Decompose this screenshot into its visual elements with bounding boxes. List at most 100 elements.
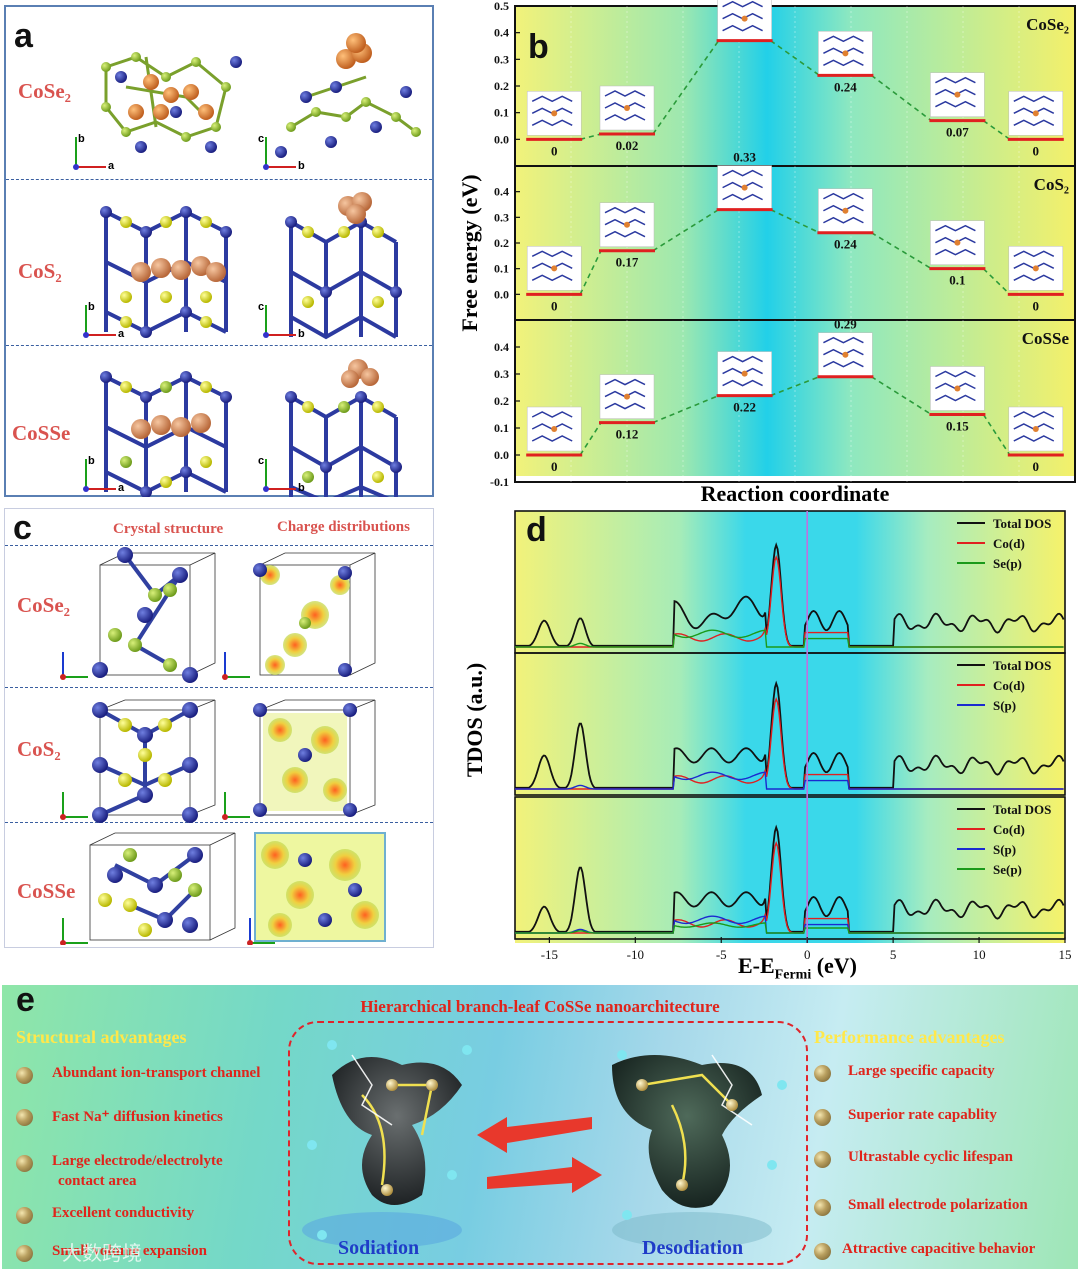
performance-item-1: Large specific capacity <box>848 1063 995 1079</box>
panel-b-thumbnail-bond <box>722 24 763 32</box>
panel-b-value-label: 0 <box>551 459 558 474</box>
panel-b-ylabel: Free energy (eV) <box>457 174 482 332</box>
panel-b-thumbnail-bond <box>935 248 976 256</box>
panel-d-legend-label: S(p) <box>993 842 1016 857</box>
panel-b-value-label: 0 <box>551 143 558 158</box>
panel-b-thumbnail-bond <box>722 355 763 363</box>
panel-d-label: d <box>526 511 547 549</box>
panel-b-thumbnail-atom <box>551 265 558 272</box>
panel-b-thumbnail-bond <box>531 435 573 442</box>
panel-c-col2: Charge distributions <box>277 519 410 535</box>
panel-d-xtick-label: -10 <box>627 947 644 962</box>
panel-c-divider-1 <box>5 687 433 688</box>
panel-b-thumbnail-bond <box>604 90 646 97</box>
cosse-structure <box>100 359 402 497</box>
panel-d-legend-label: Se(p) <box>993 862 1022 877</box>
performance-item-5: Attractive capacitive behavior <box>842 1241 1036 1257</box>
panel-a-structures <box>100 33 421 497</box>
sodiation-caption: Sodiation <box>338 1237 420 1259</box>
performance-item-4: Small electrode polarization <box>848 1197 1028 1213</box>
panel-b-value-label: 0 <box>1033 298 1040 313</box>
panel-b-thumbnail-bond <box>823 59 864 67</box>
panel-c-col1: Crystal structure <box>113 521 224 537</box>
panel-b-thumbnail-atom <box>551 110 558 117</box>
panel-d-xlabel-main: E-E <box>737 953 775 978</box>
performance-item-3: Ultrastable cyclic lifespan <box>848 1149 1013 1165</box>
axis-b-3: b <box>88 455 95 467</box>
panel-d-legend-label: Total DOS <box>993 516 1051 531</box>
panel-b-thumbnail-atom <box>842 207 849 214</box>
sodiation-structure <box>302 1040 472 1248</box>
panel-b-value-label: 0.12 <box>616 427 639 442</box>
panel-b-ytick-label: 0.5 <box>494 0 509 13</box>
bullet-icon <box>16 1245 33 1262</box>
panel-c-structures <box>60 547 386 945</box>
panel-b-subplot-title: CoS₂ <box>1034 175 1069 194</box>
panel-b-subplot-title: CoSSe <box>1022 329 1070 348</box>
panel-d-legend-label: S(p) <box>993 698 1016 713</box>
panel-d-xtick-label: 15 <box>1059 947 1072 962</box>
panel-c-divider-2 <box>5 822 433 823</box>
panel-b-value-label: 0 <box>1033 459 1040 474</box>
panel-b-thumbnail-bond <box>531 274 573 282</box>
panel-b-thumbnail-bond <box>823 35 864 43</box>
panel-b-ytick-label: 0.0 <box>494 132 509 146</box>
bullet-icon <box>814 1109 831 1126</box>
panel-b-value-label: 0.15 <box>946 419 969 434</box>
panel-b-thumbnail-atom <box>624 105 630 111</box>
axis-a-1: a <box>108 160 115 172</box>
axis-c-2: c <box>258 301 265 313</box>
panel-d-background <box>515 511 1065 943</box>
structural-title: Structural advantages <box>16 1027 187 1047</box>
panel-d-ylabel: TDOS (a.u.) <box>462 662 487 778</box>
panel-b-thumbnail-atom <box>1032 265 1039 272</box>
panel-b-value-label: 0.07 <box>946 125 969 140</box>
panel-b-thumbnail-bond <box>1013 95 1055 103</box>
panel-b-thumbnail-bond <box>531 119 573 127</box>
axis-c-3: c <box>258 455 265 467</box>
panel-d-xtick-label: 0 <box>804 947 811 962</box>
panel-b-thumbnail-bond <box>935 370 976 378</box>
panel-d-legend-label: Total DOS <box>993 658 1051 673</box>
panel-b-value-label: 0 <box>551 298 558 313</box>
panel-b-value-label: 0.29 <box>834 317 857 332</box>
panel-c-material-1: CoSe₂ <box>17 593 70 617</box>
axis-a-2: a <box>118 328 125 340</box>
panel-d: Total DOS Co(d) Se(p) Total DOS Co(d) S(p) Tot… <box>440 507 1080 985</box>
panel-d-curve-sep <box>515 922 1064 934</box>
panel-b-value-label: 0.24 <box>834 237 857 252</box>
bullet-icon <box>16 1155 33 1172</box>
panel-b-value-label: 0.02 <box>616 138 639 153</box>
axis-c-1: c <box>258 133 265 145</box>
nanoarchitecture-frame <box>288 1021 808 1265</box>
panel-b-thumbnail-bond <box>1013 274 1055 282</box>
panel-c-material-3: CoSSe <box>17 879 76 903</box>
panel-d-subplot-frame-3 <box>514 796 1066 940</box>
panel-b-thumbnail-bond <box>1013 411 1055 418</box>
panel-b-value-label: 0.1 <box>949 273 965 288</box>
structural-item-3b: contact area <box>58 1173 137 1189</box>
panel-a: a CoSe₂ CoS₂ CoSSe <box>4 5 434 497</box>
panel-b-thumbnail-bond <box>935 224 976 232</box>
panel-b-thumbnail-atom <box>741 370 748 377</box>
panel-b-ytick-label: 0.3 <box>494 367 509 381</box>
cose2-structure-top <box>101 33 421 158</box>
watermark: 大数跨境 <box>62 1241 142 1265</box>
panel-b-thumbnail-bond <box>935 100 976 108</box>
panel-b-value-label: 0.24 <box>834 79 857 94</box>
bullet-icon <box>814 1243 831 1260</box>
panel-b-ytick-label: 0.0 <box>494 287 509 301</box>
nanoarchitecture-illustration <box>302 1040 787 1248</box>
desodiation-structure <box>612 1050 787 1248</box>
panel-b-thumbnail-atom <box>954 385 961 392</box>
panel-b-thumbnail-bond <box>722 0 763 8</box>
panel-b-thumbnail-bond <box>935 394 976 402</box>
panel-b-ytick-label: 0.0 <box>494 448 509 462</box>
panel-b-thumbnail-bond <box>823 192 864 200</box>
panel-b-thumbnail-atom <box>741 184 748 191</box>
panel-b-thumbnail-atom <box>954 91 961 98</box>
panel-b-thumbnail-atom <box>741 15 748 22</box>
panel-b-subplot-title: CoSe₂ <box>1026 15 1069 34</box>
panel-b-chart: 0.00.10.20.30.40.500.020.370.240.070CoSe… <box>490 0 1076 489</box>
panel-b-thumbnail-bond <box>1013 119 1055 127</box>
